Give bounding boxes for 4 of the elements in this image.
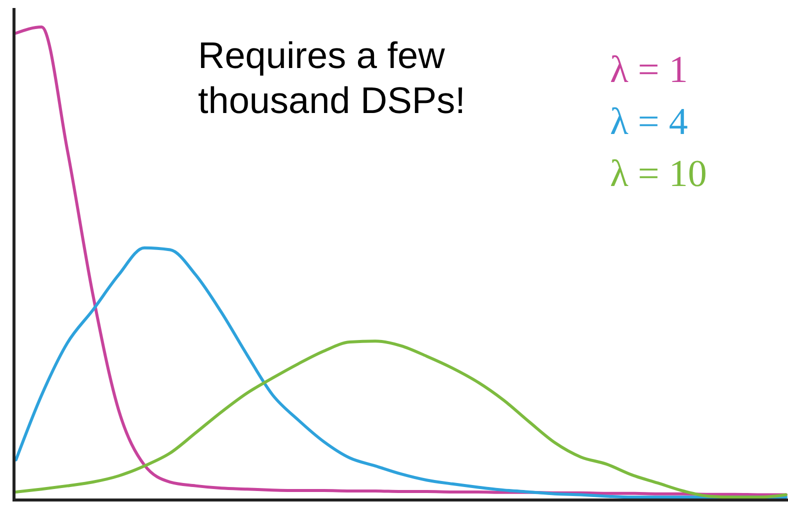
- annotation: Requires a few thousand DSPs!: [198, 35, 466, 121]
- text: λ = 1: [610, 49, 688, 91]
- text: λ = 10: [610, 153, 707, 195]
- text: λ = 4: [610, 101, 688, 143]
